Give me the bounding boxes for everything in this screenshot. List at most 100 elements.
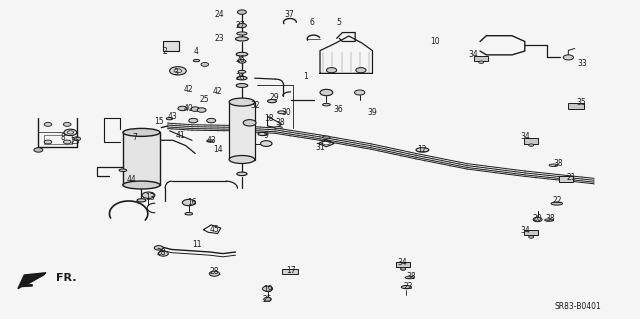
- Text: 42: 42: [184, 85, 194, 94]
- Circle shape: [401, 268, 406, 270]
- Text: 39: 39: [367, 108, 378, 117]
- Text: 38: 38: [406, 272, 417, 281]
- Text: 41: 41: [175, 131, 186, 140]
- Ellipse shape: [416, 148, 429, 152]
- Text: 38: 38: [553, 159, 563, 168]
- Text: 15: 15: [154, 117, 164, 126]
- Text: 27: 27: [235, 21, 245, 30]
- Circle shape: [158, 251, 168, 256]
- Circle shape: [189, 118, 198, 123]
- Text: 38: 38: [545, 214, 556, 223]
- Ellipse shape: [275, 126, 282, 129]
- Bar: [396, 262, 410, 267]
- Circle shape: [529, 144, 534, 146]
- Bar: [568, 103, 584, 109]
- Bar: [229, 102, 255, 160]
- Text: 38: 38: [275, 118, 285, 127]
- Circle shape: [243, 120, 256, 126]
- Ellipse shape: [229, 155, 255, 164]
- Text: 19: 19: [262, 285, 273, 294]
- Text: 43: 43: [206, 136, 216, 145]
- Circle shape: [201, 63, 209, 66]
- Text: 22: 22: [404, 282, 413, 291]
- Text: 42: 42: [212, 87, 223, 96]
- Ellipse shape: [237, 32, 247, 35]
- Text: 29: 29: [269, 93, 279, 102]
- Text: 1: 1: [303, 72, 308, 81]
- Circle shape: [207, 118, 216, 123]
- Ellipse shape: [401, 286, 412, 289]
- Circle shape: [264, 297, 271, 301]
- Text: 9: 9: [263, 131, 268, 140]
- Ellipse shape: [193, 59, 200, 62]
- Ellipse shape: [258, 132, 267, 136]
- Circle shape: [154, 246, 163, 250]
- Circle shape: [237, 23, 246, 28]
- Text: 34: 34: [397, 258, 407, 267]
- Text: 32: 32: [250, 101, 260, 110]
- Circle shape: [326, 68, 337, 73]
- Ellipse shape: [323, 103, 330, 106]
- Bar: [396, 262, 410, 267]
- Bar: [474, 56, 488, 61]
- Text: 3: 3: [173, 68, 179, 77]
- Text: 33: 33: [577, 59, 588, 68]
- Circle shape: [178, 106, 187, 111]
- Bar: [123, 132, 160, 185]
- Ellipse shape: [278, 111, 285, 114]
- Text: 8: 8: [60, 133, 65, 142]
- Circle shape: [44, 122, 52, 126]
- Text: FR.: FR.: [56, 272, 77, 283]
- Text: 12: 12: [418, 145, 427, 154]
- Ellipse shape: [123, 129, 160, 137]
- Circle shape: [63, 140, 71, 144]
- Ellipse shape: [119, 169, 127, 172]
- Text: SR83-B0401: SR83-B0401: [555, 302, 602, 311]
- Text: 7: 7: [132, 133, 137, 142]
- Text: 31: 31: [315, 143, 325, 152]
- Circle shape: [356, 68, 366, 73]
- Bar: [559, 176, 573, 182]
- Ellipse shape: [549, 164, 558, 167]
- Circle shape: [237, 10, 246, 14]
- Ellipse shape: [207, 140, 213, 142]
- Circle shape: [44, 140, 52, 144]
- Ellipse shape: [166, 118, 173, 120]
- Text: 10: 10: [430, 37, 440, 46]
- Circle shape: [479, 61, 484, 63]
- Text: 25: 25: [200, 95, 210, 104]
- Ellipse shape: [137, 199, 146, 202]
- Text: 16: 16: [187, 198, 197, 207]
- Ellipse shape: [236, 52, 248, 56]
- Bar: [163, 41, 179, 51]
- Text: 37: 37: [284, 10, 294, 19]
- Ellipse shape: [545, 219, 554, 221]
- Circle shape: [182, 199, 195, 206]
- Circle shape: [262, 286, 273, 291]
- Circle shape: [34, 148, 43, 152]
- Text: 25: 25: [262, 295, 273, 304]
- Text: 40: 40: [184, 104, 194, 113]
- Bar: [44, 135, 72, 144]
- Circle shape: [355, 90, 365, 95]
- Text: 6: 6: [310, 18, 315, 27]
- Ellipse shape: [236, 84, 248, 87]
- Text: 25: 25: [70, 137, 81, 146]
- Ellipse shape: [323, 136, 330, 138]
- Ellipse shape: [405, 276, 414, 279]
- Circle shape: [142, 192, 155, 198]
- Text: 34: 34: [468, 50, 479, 59]
- Circle shape: [401, 268, 406, 270]
- Text: 23: 23: [214, 34, 224, 43]
- Text: 35: 35: [576, 98, 586, 107]
- Text: 18: 18: [264, 114, 273, 122]
- Circle shape: [170, 67, 186, 75]
- Circle shape: [63, 122, 71, 126]
- Text: 17: 17: [286, 266, 296, 275]
- Text: 2: 2: [163, 47, 168, 56]
- Polygon shape: [18, 273, 46, 289]
- Circle shape: [533, 217, 542, 222]
- Text: 4: 4: [194, 47, 199, 56]
- Ellipse shape: [237, 77, 247, 80]
- Circle shape: [209, 271, 220, 276]
